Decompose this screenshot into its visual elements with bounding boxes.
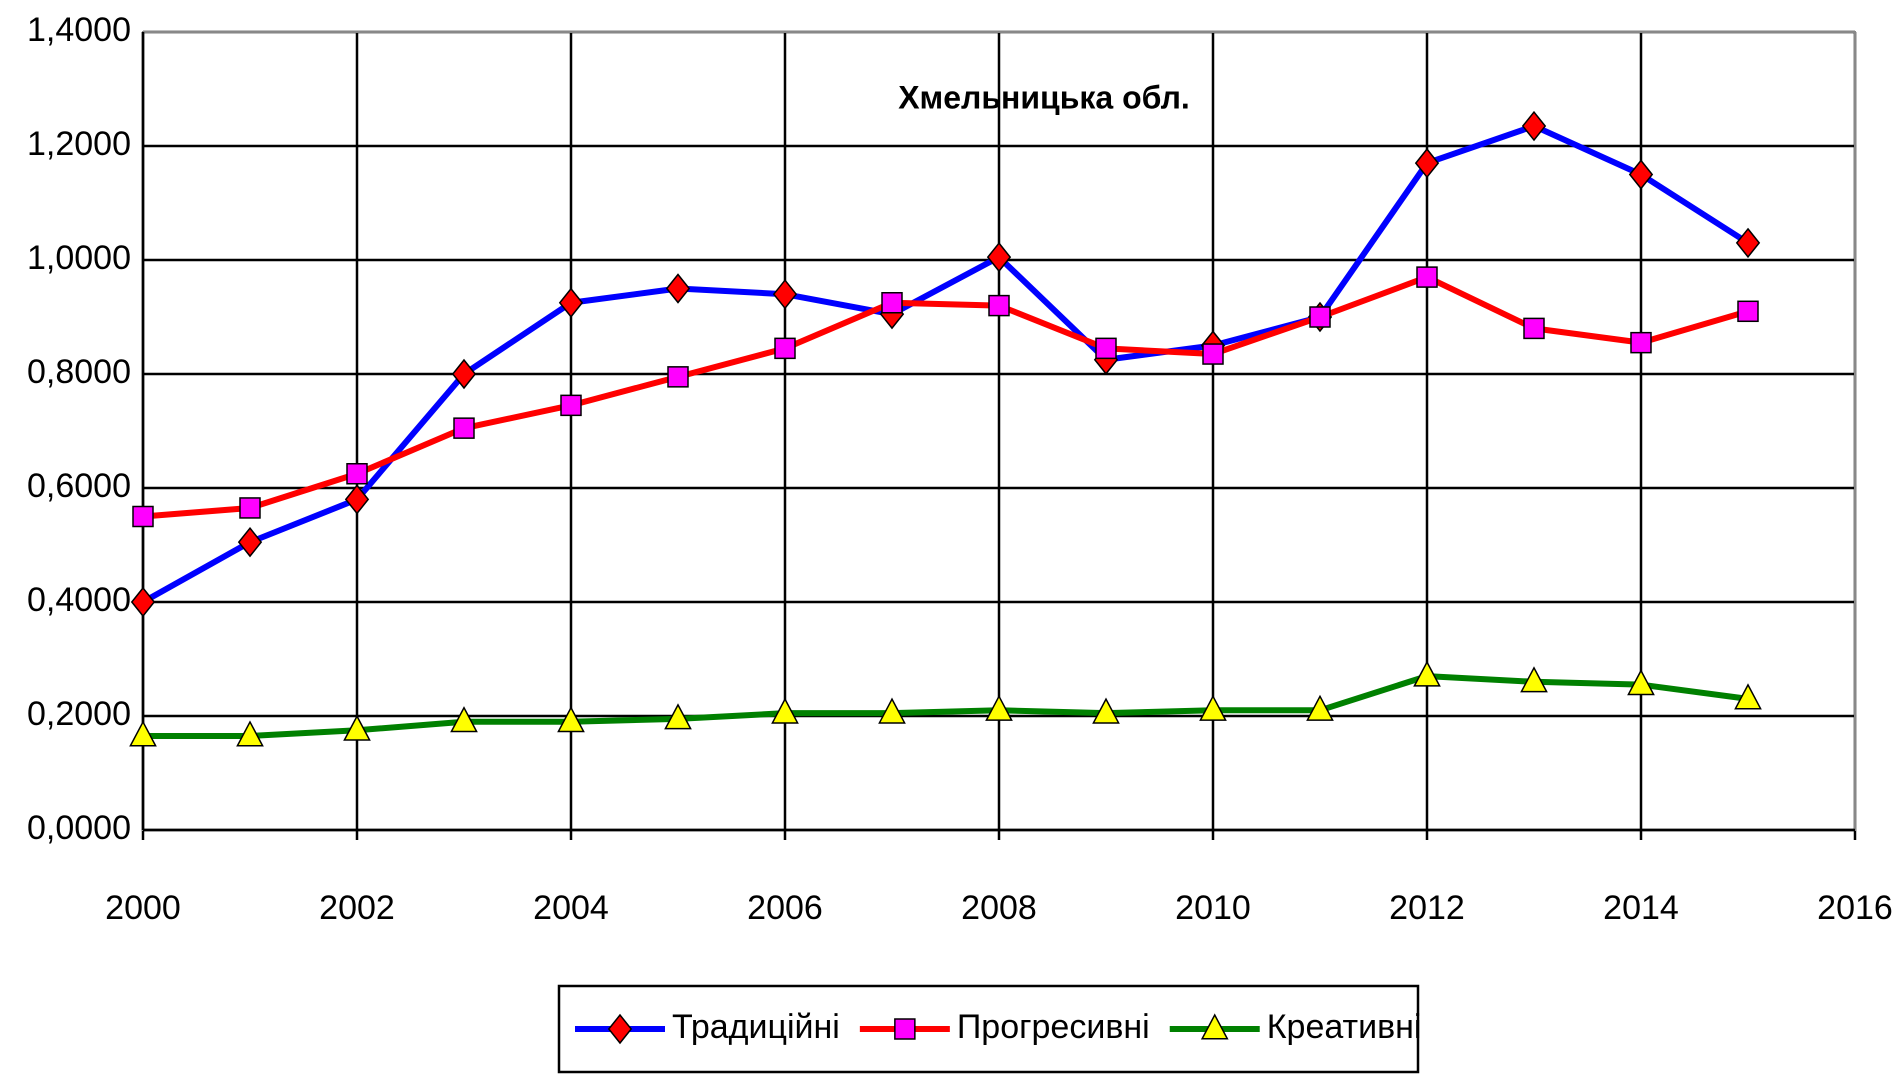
series-line	[142, 274, 1749, 520]
data-point	[557, 706, 585, 733]
x-tick-label: 2002	[319, 889, 395, 927]
x-tick-label: 2004	[533, 889, 609, 927]
legend-box	[557, 984, 1420, 1074]
x-tick-label: 2008	[961, 889, 1037, 927]
x-tick-label: 2014	[1603, 889, 1679, 927]
data-point	[988, 294, 1010, 317]
data-point	[665, 273, 691, 304]
data-point	[346, 463, 368, 485]
data-point	[878, 697, 906, 724]
y-tick-label: 1,0000	[27, 239, 131, 277]
legend-label: Традиційні	[672, 1008, 840, 1046]
data-point	[236, 720, 264, 747]
data-point	[129, 720, 157, 747]
legend-marker	[1200, 1013, 1229, 1040]
data-point	[451, 358, 477, 390]
data-point	[985, 694, 1013, 721]
data-point	[667, 366, 689, 388]
data-point	[986, 241, 1012, 273]
data-point	[1416, 266, 1438, 288]
chart-title: Хмельницька обл.	[898, 79, 1190, 115]
data-point	[343, 714, 371, 741]
legend-marker	[607, 1013, 633, 1045]
data-point	[1630, 331, 1652, 354]
data-point	[344, 484, 370, 515]
data-point	[881, 292, 903, 314]
data-point	[132, 505, 154, 528]
x-tick-label: 2016	[1817, 889, 1893, 927]
series-line	[143, 673, 1749, 739]
data-point	[1092, 697, 1120, 724]
data-point	[1737, 300, 1759, 323]
y-tick-label: 1,4000	[27, 11, 131, 49]
data-point	[130, 586, 156, 618]
series-line	[141, 123, 1750, 605]
data-point	[1628, 159, 1654, 190]
data-point	[560, 394, 582, 417]
data-point	[453, 417, 475, 439]
data-point	[1413, 660, 1441, 687]
y-tick-label: 0,0000	[27, 809, 131, 847]
y-tick-label: 0,4000	[27, 581, 131, 619]
data-point	[664, 703, 692, 730]
data-point	[237, 526, 263, 558]
data-point	[1521, 110, 1547, 142]
x-tick-label: 2000	[105, 889, 181, 927]
data-point	[1202, 343, 1224, 365]
y-tick-label: 0,2000	[27, 695, 131, 733]
data-point	[1095, 337, 1117, 360]
legend-label: Прогресивні	[957, 1008, 1150, 1046]
x-tick-label: 2006	[747, 889, 823, 927]
data-point	[1520, 666, 1548, 693]
data-point	[239, 497, 261, 519]
data-point	[1306, 694, 1334, 721]
data-point	[1523, 317, 1545, 340]
data-point	[1627, 669, 1655, 696]
data-point	[774, 337, 796, 360]
data-point	[1734, 683, 1762, 710]
data-point	[771, 697, 799, 724]
legend-marker	[894, 1018, 916, 1040]
y-tick-label: 0,6000	[27, 467, 131, 505]
data-point	[1309, 306, 1331, 328]
data-point	[558, 287, 584, 318]
y-tick-label: 0,8000	[27, 353, 131, 391]
y-tick-label: 1,2000	[27, 125, 131, 163]
data-point	[1414, 147, 1440, 179]
data-point	[1735, 227, 1761, 259]
data-point	[1199, 694, 1227, 721]
legend-label: Креативні	[1267, 1008, 1422, 1046]
data-point	[450, 706, 478, 733]
x-tick-label: 2010	[1175, 889, 1251, 927]
x-tick-label: 2012	[1389, 889, 1465, 927]
data-point	[772, 278, 798, 310]
